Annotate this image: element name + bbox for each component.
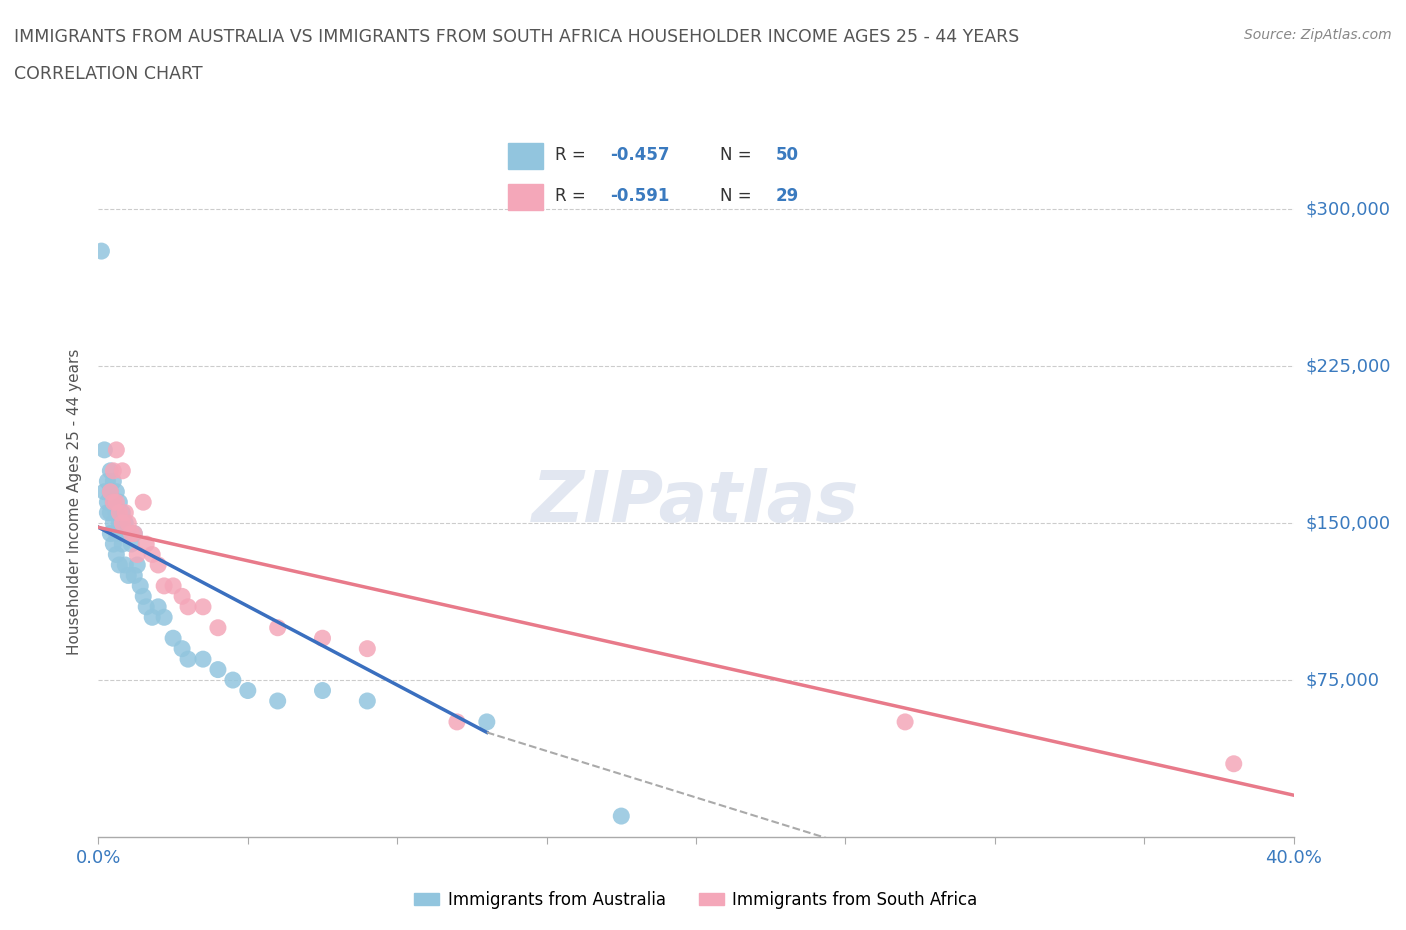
Point: [105, 443, 128, 458]
Point: [236, 683, 259, 698]
Point: [98, 463, 122, 478]
Point: [207, 662, 229, 677]
Point: [103, 516, 125, 531]
Text: 50: 50: [776, 146, 799, 165]
Point: [135, 600, 157, 615]
Text: N =: N =: [720, 187, 758, 206]
Point: [356, 642, 378, 657]
Point: [103, 495, 125, 510]
Point: [117, 568, 139, 583]
Point: [267, 620, 290, 635]
Point: [103, 537, 125, 551]
Bar: [508, 184, 543, 210]
Point: [114, 505, 136, 520]
Point: [311, 631, 333, 645]
Point: [98, 505, 122, 520]
Point: [108, 558, 131, 573]
Point: [103, 463, 125, 478]
Point: [124, 526, 146, 541]
Point: [105, 526, 128, 541]
Text: R =: R =: [555, 146, 591, 165]
Point: [120, 526, 142, 541]
Point: [114, 516, 136, 531]
Point: [894, 714, 917, 729]
Point: [177, 600, 200, 615]
Point: [98, 526, 122, 541]
Text: -0.591: -0.591: [610, 187, 669, 206]
Point: [117, 516, 139, 531]
Point: [127, 547, 149, 562]
Point: [141, 547, 163, 562]
Point: [98, 485, 122, 499]
Bar: [508, 143, 543, 169]
Point: [103, 474, 125, 489]
Text: R =: R =: [555, 187, 591, 206]
Point: [124, 568, 146, 583]
Text: Source: ZipAtlas.com: Source: ZipAtlas.com: [1244, 28, 1392, 42]
Point: [105, 485, 128, 499]
Text: 29: 29: [776, 187, 799, 206]
Point: [114, 558, 136, 573]
Point: [135, 537, 157, 551]
Text: $300,000: $300,000: [1305, 200, 1391, 219]
Point: [105, 547, 128, 562]
Point: [148, 600, 170, 615]
Text: IMMIGRANTS FROM AUSTRALIA VS IMMIGRANTS FROM SOUTH AFRICA HOUSEHOLDER INCOME AGE: IMMIGRANTS FROM AUSTRALIA VS IMMIGRANTS …: [14, 28, 1019, 46]
Point: [120, 537, 142, 551]
Legend: Immigrants from Australia, Immigrants from South Africa: Immigrants from Australia, Immigrants fr…: [408, 884, 984, 916]
Point: [132, 589, 155, 604]
Point: [108, 505, 131, 520]
Point: [124, 526, 146, 541]
Point: [141, 610, 163, 625]
Text: ZIPatlas: ZIPatlas: [533, 468, 859, 537]
Point: [1223, 756, 1246, 771]
Point: [475, 714, 498, 729]
Text: CORRELATION CHART: CORRELATION CHART: [14, 65, 202, 83]
Point: [90, 244, 112, 259]
Point: [105, 505, 128, 520]
Point: [96, 495, 118, 510]
Point: [191, 652, 214, 667]
Point: [108, 526, 131, 541]
Point: [111, 537, 134, 551]
Point: [222, 672, 245, 687]
Point: [103, 495, 125, 510]
Point: [267, 694, 290, 709]
Text: -0.457: -0.457: [610, 146, 669, 165]
Point: [191, 600, 214, 615]
Point: [111, 516, 134, 531]
Point: [356, 694, 378, 709]
Point: [153, 578, 176, 593]
Point: [111, 505, 134, 520]
Point: [108, 495, 131, 510]
Point: [98, 485, 122, 499]
Point: [153, 610, 176, 625]
Point: [446, 714, 468, 729]
Text: $75,000: $75,000: [1305, 671, 1379, 689]
Point: [96, 505, 118, 520]
Point: [207, 620, 229, 635]
Point: [177, 652, 200, 667]
Text: N =: N =: [720, 146, 758, 165]
Point: [129, 578, 152, 593]
Point: [610, 809, 633, 824]
Point: [132, 495, 155, 510]
Point: [105, 495, 128, 510]
Point: [111, 463, 134, 478]
Point: [172, 589, 194, 604]
Point: [93, 485, 115, 499]
Point: [148, 558, 170, 573]
Point: [117, 526, 139, 541]
Point: [162, 631, 184, 645]
Point: [93, 443, 115, 458]
Point: [96, 474, 118, 489]
Point: [108, 516, 131, 531]
Text: $150,000: $150,000: [1305, 514, 1391, 532]
Y-axis label: Householder Income Ages 25 - 44 years: Householder Income Ages 25 - 44 years: [67, 349, 83, 656]
Point: [162, 578, 184, 593]
Point: [311, 683, 333, 698]
Text: $225,000: $225,000: [1305, 357, 1391, 375]
Point: [127, 558, 149, 573]
Point: [172, 642, 194, 657]
